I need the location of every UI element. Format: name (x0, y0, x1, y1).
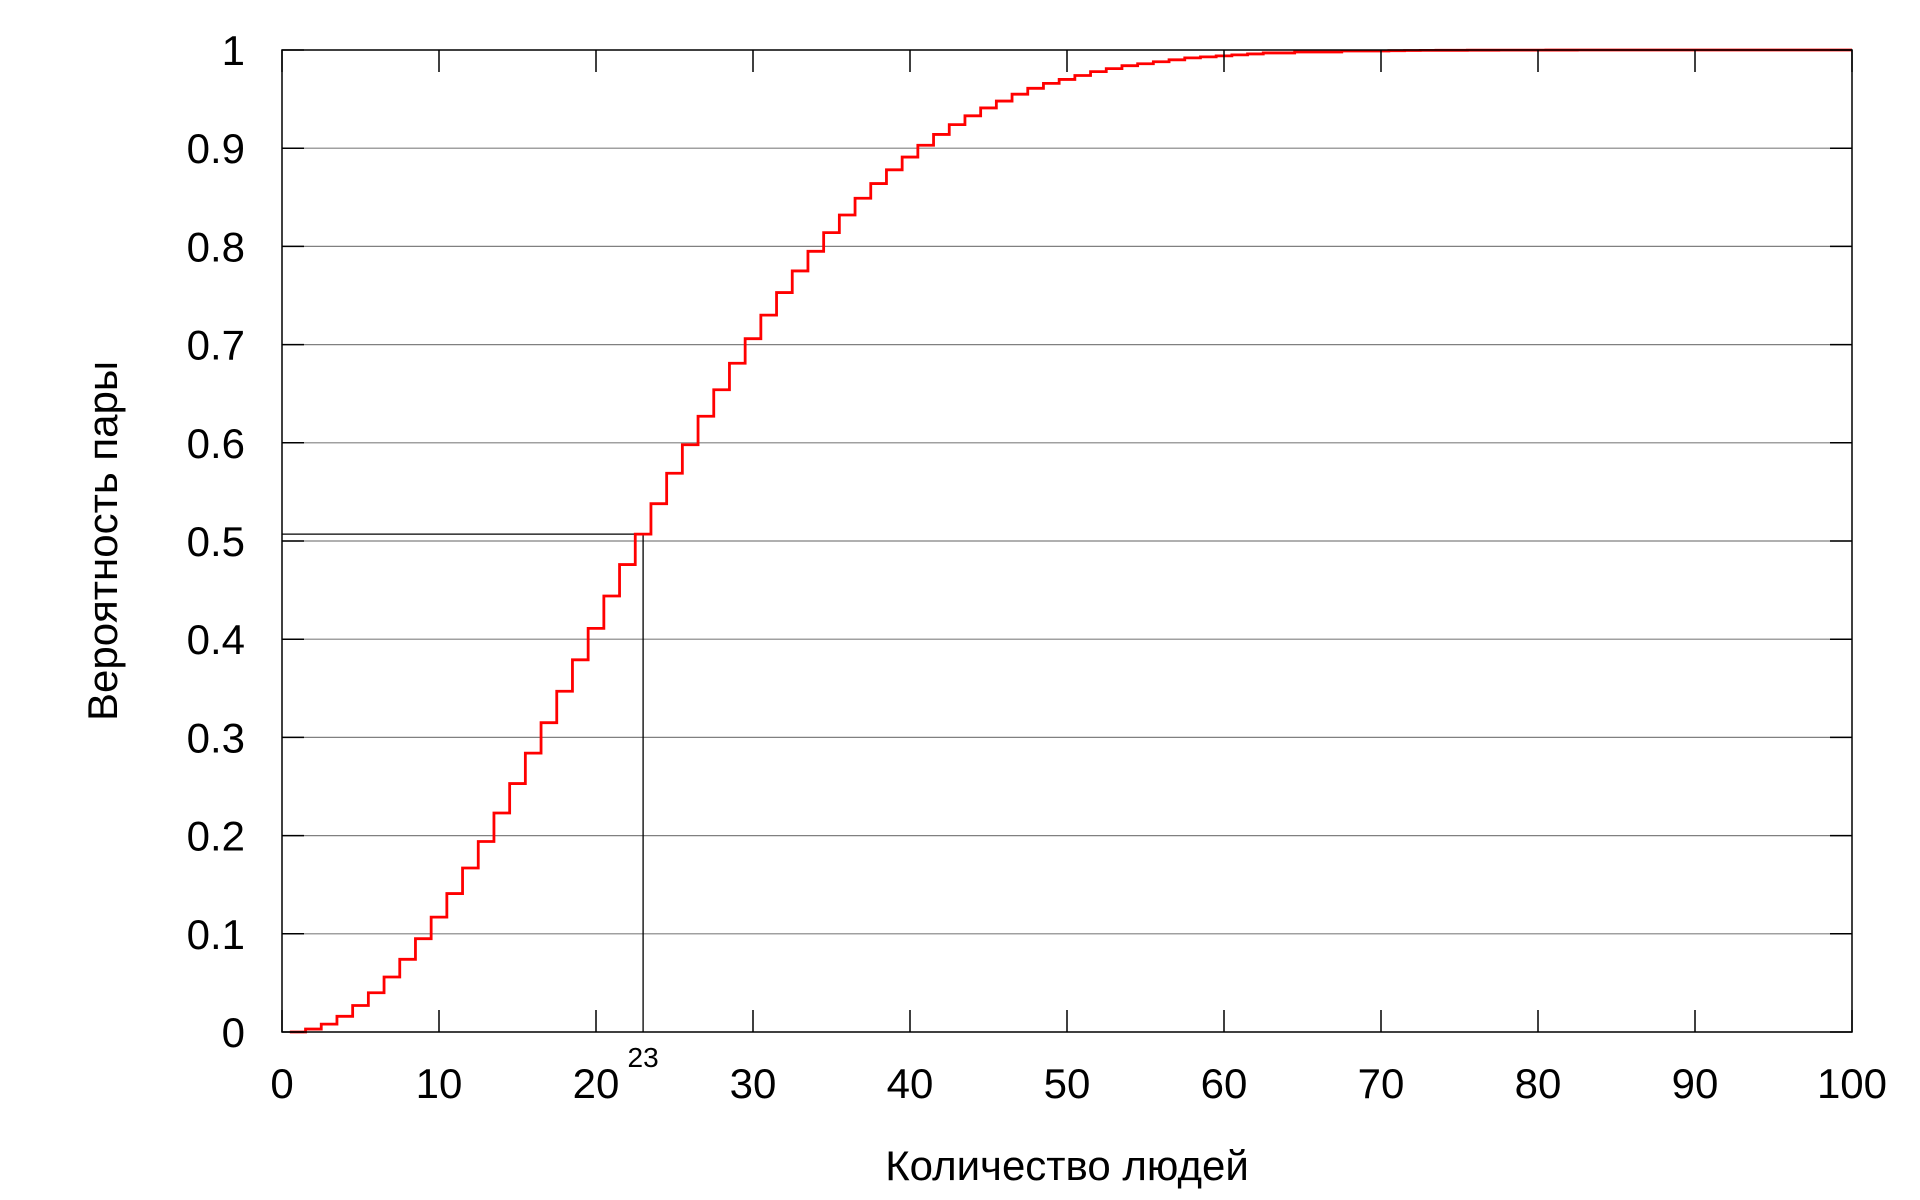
x-tick-label: 50 (1044, 1060, 1091, 1107)
x-tick-label: 40 (887, 1060, 934, 1107)
y-tick-labels: 0 0.1 0.2 0.3 0.4 0.5 0.6 0.7 0.8 0.9 1 (187, 27, 245, 1056)
y-tick-label: 0.4 (187, 616, 245, 663)
x-tick-labels: 0 10 20 30 40 50 60 70 80 90 100 (270, 1060, 1887, 1107)
annotation-label: 23 (628, 1042, 659, 1073)
y-tick-label: 0.5 (187, 518, 245, 565)
x-tick-label: 30 (730, 1060, 777, 1107)
x-tick-label: 10 (416, 1060, 463, 1107)
y-tick-label: 0.6 (187, 420, 245, 467)
x-axis-title: Количество людей (885, 1142, 1249, 1189)
y-tick-label: 0.3 (187, 714, 245, 761)
x-tick-label: 0 (270, 1060, 293, 1107)
x-tick-label: 20 (573, 1060, 620, 1107)
grid-lines (282, 147, 1852, 935)
y-tick-label: 0.8 (187, 223, 245, 270)
y-tick-label: 0.2 (187, 813, 245, 860)
y-tick-label: 0.9 (187, 125, 245, 172)
annotation-group (282, 533, 644, 1032)
x-tick-label: 70 (1358, 1060, 1405, 1107)
x-tick-label: 60 (1201, 1060, 1248, 1107)
y-tick-label: 1 (222, 27, 245, 74)
x-tick-label: 90 (1672, 1060, 1719, 1107)
x-tick-label: 80 (1515, 1060, 1562, 1107)
y-tick-label: 0.7 (187, 322, 245, 369)
x-tick-label: 100 (1817, 1060, 1887, 1107)
y-tick-label: 0.1 (187, 911, 245, 958)
y-tick-label: 0 (222, 1009, 245, 1056)
tick-marks (281, 49, 1853, 1033)
y-axis-title: Вероятность пары (79, 361, 126, 721)
